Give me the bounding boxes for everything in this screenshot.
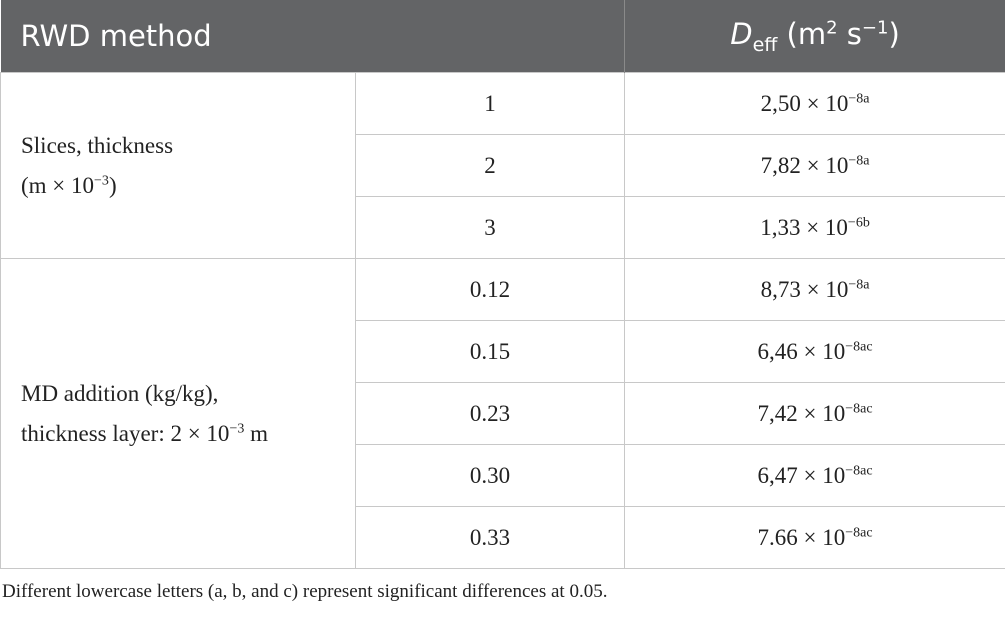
footnote: Different lowercase letters (a, b, and c… [2,581,608,602]
superscript: −3 [229,420,245,436]
deff-cell: 6,47 × 10−8ac [624,444,1005,507]
table-row: 2 7,82 × 10−8a [1,134,1005,197]
level-cell: 0.12 [354,258,626,321]
deff-base: 6,46 × 10 [757,338,846,364]
deff-base: 6,47 × 10 [757,462,846,488]
deff-power: −8ac [845,400,873,416]
table-row: 0.33 7.66 × 10−8ac [1,506,1005,569]
unit: s [837,16,862,51]
table-row: Slices, thickness (m × 10−3) 1 2,50 × 10−8a [0,72,1005,259]
deff-base: 2,50 × 10 [760,90,849,116]
label-line: Slices, thickness [21,133,174,159]
label-line: (m × 10 [21,172,95,198]
level-cell: 3 [354,196,626,259]
level-cell: 0.30 [354,444,626,507]
data-table: RWD method Deff (m2 s−1) Slices, thickne… [0,0,1005,569]
deff-base: 8,73 × 10 [760,276,849,302]
table-body: Slices, thickness (m × 10−3) 1 2,50 × 10−8a… [0,72,1005,569]
superscript: −1 [861,16,889,38]
deff-power: −8ac [845,462,873,478]
superscript: −3 [94,172,109,188]
level-cell: 0.23 [354,382,626,445]
deff-base: 7,42 × 10 [757,400,846,426]
table-row: 0.30 6,47 × 10−8ac [1,444,1005,507]
subscript: eff [752,33,778,56]
deff-cell: 8,73 × 10−8a [624,258,1005,321]
level-cell: 1 [354,72,626,135]
label-line: MD addition (kg/kg), [21,381,219,407]
header-cell: RWD method [0,0,626,73]
deff-cell: 7.66 × 10−8ac [624,506,1005,569]
table-row: 0.23 7,42 × 10−8ac [1,382,1005,445]
deff-base: 7,82 × 10 [760,152,849,178]
unit: (m [777,16,827,51]
header-text: RWD method [20,19,212,53]
deff-power: −8a [848,152,870,168]
deff-cell: 2,50 × 10−8a [624,72,1005,135]
header-row: RWD method Deff (m2 s−1) [0,0,1005,73]
deff-power: −8a [848,276,870,292]
group-label-cell: Slices, thickness (m × 10−3) [0,72,356,259]
table-row: 3 1,33 × 10−6b [1,196,1005,259]
deff-power: −8a [848,90,870,106]
deff-base: 1,33 × 10 [760,214,848,240]
deff-power: −8ac [845,524,873,540]
level-cell: 0.15 [354,320,626,383]
deff-cell: 1,33 × 10−6b [624,196,1005,259]
deff-cell: 7,82 × 10−8a [624,134,1005,197]
label-line: ) [108,172,117,198]
label-line: m [244,420,268,446]
table-row: MD addition (kg/kg), thickness layer: 2 ×… [0,258,1005,569]
deff-base: 7.66 × 10 [757,524,846,550]
symbol: D [730,16,753,51]
deff-cell: 6,46 × 10−8ac [624,320,1005,383]
header-cell: Deff (m2 s−1) [624,0,1005,73]
superscript: 2 [826,16,838,38]
unit: ) [888,16,900,51]
level-cell: 0.33 [354,506,626,569]
group-label-cell: MD addition (kg/kg), thickness layer: 2 ×… [0,258,356,569]
deff-power: −6b [847,214,870,230]
level-cell: 2 [354,134,626,197]
deff-cell: 7,42 × 10−8ac [624,382,1005,445]
table-row: 0.15 6,46 × 10−8ac [1,320,1005,383]
label-line: thickness layer: 2 × 10 [21,420,230,446]
deff-power: −8ac [845,338,873,354]
